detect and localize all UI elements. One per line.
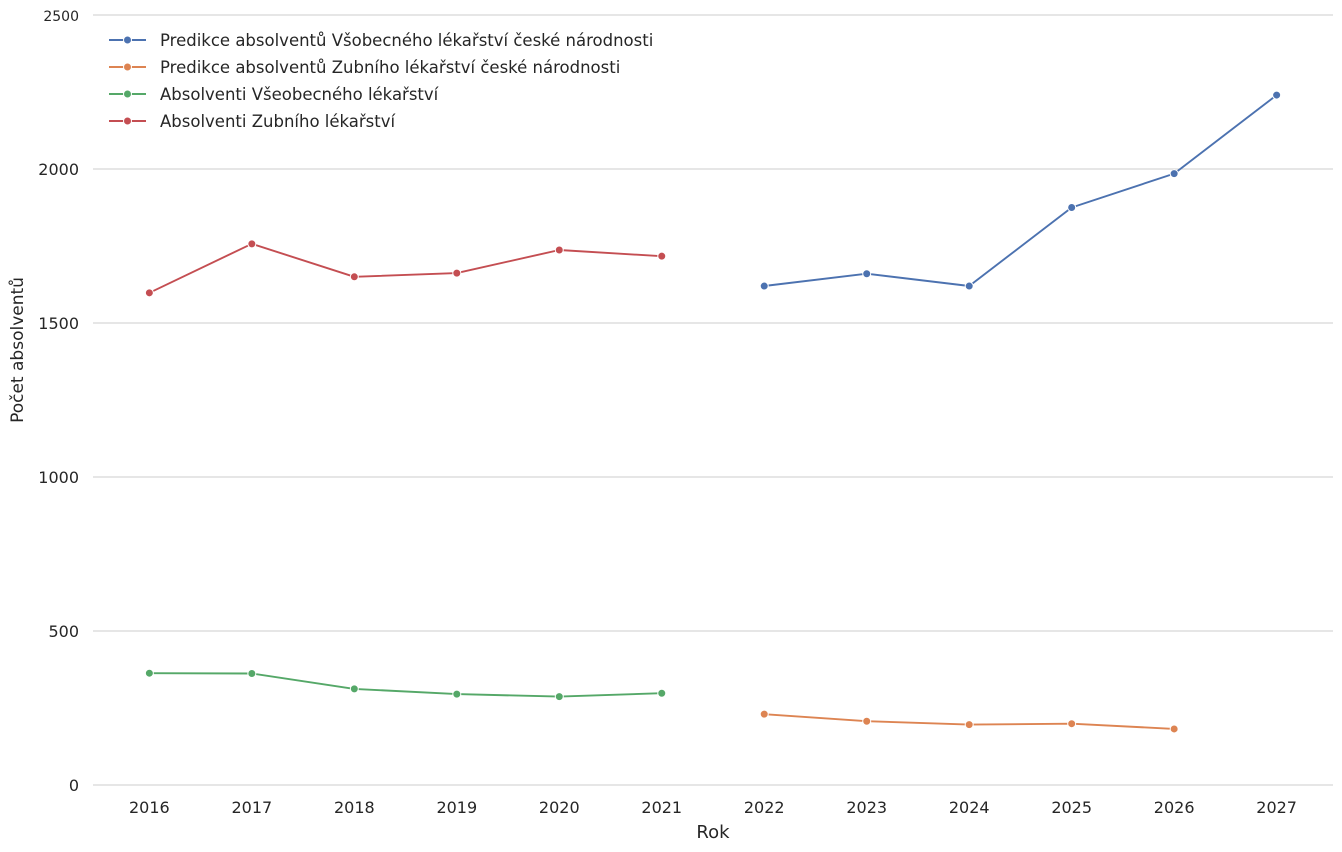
series-1 bbox=[759, 90, 1282, 291]
y-axis-title: Počet absolventů bbox=[8, 277, 28, 423]
data-point bbox=[759, 709, 769, 719]
data-point bbox=[759, 281, 769, 291]
data-point bbox=[862, 716, 872, 726]
data-point bbox=[144, 668, 154, 678]
series-line bbox=[764, 94, 1278, 287]
x-tick-label: 2027 bbox=[1256, 798, 1297, 817]
legend-entry: Predikce absolventů Zubního lékařství če… bbox=[109, 58, 620, 77]
legend-entry: Absolventi Všeobecného lékařství bbox=[109, 85, 440, 104]
x-axis-title: Rok bbox=[696, 822, 730, 843]
x-axis-ticks: 2016 2017 2018 2019 2020 2021 2022 2023 2024 2025… bbox=[129, 798, 1297, 817]
y-tick-label: 1500 bbox=[38, 314, 79, 333]
data-point bbox=[964, 281, 974, 291]
data-point bbox=[247, 239, 257, 249]
legend-marker bbox=[123, 116, 132, 126]
legend-marker bbox=[123, 89, 132, 99]
legend-label: Absolventi Zubního lékařství bbox=[160, 112, 397, 131]
grid-lines bbox=[93, 14, 1333, 786]
series-line bbox=[149, 672, 662, 698]
y-tick-label: 2500 bbox=[43, 9, 79, 25]
legend-label: Predikce absolventů Zubního lékařství če… bbox=[160, 58, 620, 77]
series-group bbox=[144, 90, 1282, 734]
data-point bbox=[554, 245, 564, 255]
series-2 bbox=[759, 709, 1179, 734]
x-tick-label: 2020 bbox=[539, 798, 580, 817]
x-tick-label: 2024 bbox=[949, 798, 990, 817]
data-point bbox=[247, 669, 257, 679]
data-point bbox=[554, 692, 564, 702]
y-tick-label: 1000 bbox=[38, 468, 79, 487]
data-point bbox=[1067, 203, 1077, 212]
legend-label: Predikce absolventů Všobecného lékařství… bbox=[160, 31, 653, 50]
legend-marker bbox=[123, 62, 132, 72]
x-tick-label: 2021 bbox=[641, 798, 682, 817]
data-point bbox=[657, 251, 667, 261]
x-tick-label: 2023 bbox=[846, 798, 887, 817]
legend-label: Absolventi Všeobecného lékařství bbox=[160, 85, 440, 104]
data-point bbox=[1067, 719, 1077, 729]
x-tick-label: 2019 bbox=[436, 798, 477, 817]
data-point bbox=[1169, 169, 1179, 179]
data-point bbox=[657, 688, 667, 698]
y-axis-ticks: 0 500 1000 1500 2000 2500 bbox=[38, 9, 79, 795]
legend-entry: Predikce absolventů Všobecného lékařství… bbox=[109, 31, 653, 50]
data-point bbox=[144, 288, 154, 298]
legend: Predikce absolventů Všobecného lékařství… bbox=[109, 31, 653, 131]
legend-marker bbox=[123, 35, 132, 45]
data-point bbox=[349, 272, 359, 282]
series-line bbox=[148, 242, 662, 294]
data-point bbox=[349, 684, 359, 694]
data-point bbox=[1169, 724, 1179, 734]
data-point bbox=[452, 689, 462, 699]
data-point bbox=[964, 720, 974, 730]
data-point bbox=[1272, 90, 1282, 100]
y-tick-label: 0 bbox=[69, 776, 79, 795]
series-4 bbox=[144, 239, 667, 298]
series-3 bbox=[144, 668, 667, 702]
x-tick-label: 2022 bbox=[744, 798, 785, 817]
x-tick-label: 2018 bbox=[334, 798, 375, 817]
legend-entry: Absolventi Zubního lékařství bbox=[109, 112, 397, 131]
x-tick-label: 2017 bbox=[231, 798, 272, 817]
x-tick-label: 2025 bbox=[1051, 798, 1092, 817]
x-tick-label: 2016 bbox=[129, 798, 170, 817]
data-point bbox=[452, 268, 462, 278]
y-tick-label: 500 bbox=[48, 622, 79, 641]
y-tick-label: 2000 bbox=[38, 160, 79, 179]
x-tick-label: 2026 bbox=[1154, 798, 1195, 817]
data-point bbox=[862, 269, 872, 279]
